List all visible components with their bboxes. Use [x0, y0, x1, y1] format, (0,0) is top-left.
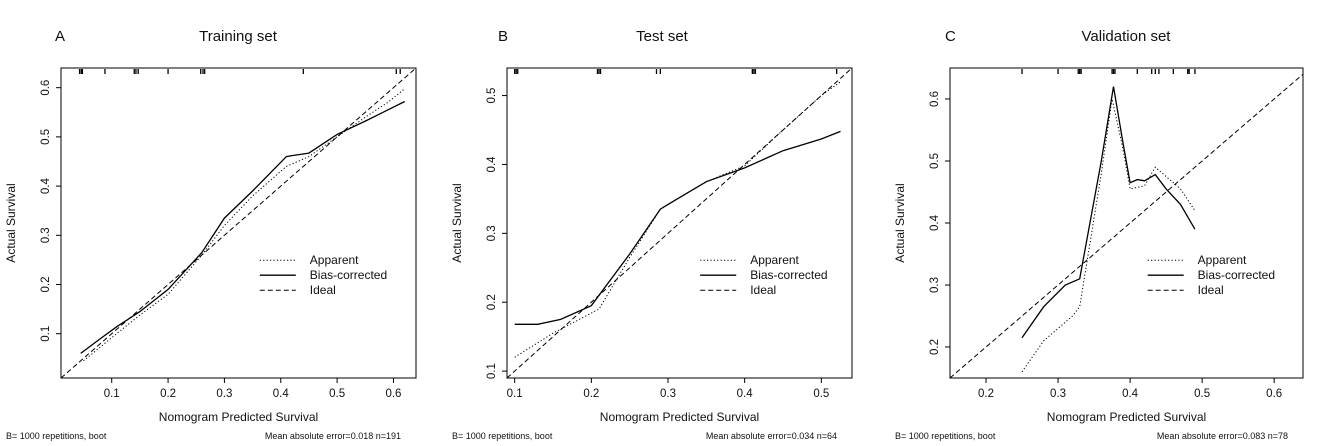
x-tick-label: 0.6: [1266, 388, 1282, 400]
x-tick-label: 0.4: [273, 388, 290, 400]
calibration-panel-c: C Validation set 0.2 0.3 0.4 0.5 0.6 0.2 0.3 0.4 0…: [893, 28, 1304, 441]
x-tick-label: 0.3: [660, 388, 676, 400]
legend-label: Bias-corrected: [750, 268, 827, 282]
y-tick-label: 0.3: [40, 227, 52, 243]
plot-frame: [506, 67, 853, 379]
y-tick-label: 0.3: [929, 277, 941, 293]
x-tick-label: 0.3: [216, 388, 232, 400]
x-tick-label: 0.1: [507, 388, 523, 400]
series-apparent-line: [83, 88, 406, 362]
x-tick-label: 0.4: [737, 388, 754, 400]
x-tick-label: 0.1: [104, 388, 120, 400]
footer-right: Mean absolute error=0.083 n=78: [1157, 431, 1288, 441]
footer-left: B= 1000 repetitions, boot: [895, 431, 996, 441]
y-tick-label: 0.5: [929, 153, 941, 169]
series-ideal-line: [506, 67, 853, 379]
calibration-panel-a: A Training set 0.1 0.2 0.3 0.4 0.5 0.6 0.1 0.2 0.3…: [4, 28, 417, 441]
legend-label: Apparent: [1198, 253, 1247, 267]
x-tick-label: 0.5: [1194, 388, 1210, 400]
calibration-panel-b: B Test set 0.1 0.2 0.3 0.4 0.5 0.1 0.2 0.3 0.4 0.5 N…: [450, 28, 853, 441]
y-tick-label: 0.4: [40, 178, 52, 195]
y-tick-label: 0.6: [929, 91, 941, 107]
y-axis-label: Actual Survival: [893, 183, 907, 262]
panel-label: B: [498, 28, 508, 45]
y-tick-label: 0.5: [486, 88, 498, 104]
series-apparent-line: [1021, 98, 1196, 373]
series-bias-corrected-line: [80, 100, 405, 354]
legend-label: Ideal: [750, 283, 776, 297]
y-tick-label: 0.2: [40, 277, 52, 293]
y-axis-label: Actual Survival: [450, 183, 464, 262]
chart-title: Training set: [199, 28, 278, 45]
plot-frame: [949, 67, 1304, 379]
y-tick-label: 0.2: [486, 294, 498, 310]
footer-right: Mean absolute error=0.018 n=191: [265, 431, 401, 441]
plot-frame: [60, 67, 417, 379]
x-axis-label: Nomogram Predicted Survival: [159, 410, 318, 424]
x-axis-label: Nomogram Predicted Survival: [600, 410, 759, 424]
x-tick-label: 0.2: [583, 388, 599, 400]
x-tick-label: 0.3: [1050, 388, 1066, 400]
y-axis-label: Actual Survival: [4, 183, 18, 262]
series-ideal-line: [949, 73, 1304, 379]
legend-label: Ideal: [310, 283, 336, 297]
y-tick-label: 0.1: [486, 363, 498, 379]
footer-left: B= 1000 repetitions, boot: [6, 431, 107, 441]
legend-label: Bias-corrected: [1198, 268, 1275, 282]
x-tick-label: 0.4: [1122, 388, 1139, 400]
x-tick-label: 0.5: [813, 388, 829, 400]
panel-label: C: [945, 28, 956, 45]
series-apparent-line: [514, 81, 841, 358]
y-tick-label: 0.4: [929, 214, 941, 231]
legend-label: Apparent: [310, 253, 359, 267]
y-tick-label: 0.4: [486, 156, 498, 173]
y-tick-label: 0.6: [40, 80, 52, 96]
chart-title: Validation set: [1082, 28, 1172, 45]
x-tick-label: 0.6: [385, 388, 401, 400]
footer-left: B= 1000 repetitions, boot: [452, 431, 553, 441]
panel-label: A: [55, 28, 65, 45]
y-tick-label: 0.2: [929, 339, 941, 355]
chart-title: Test set: [636, 28, 689, 45]
y-tick-label: 0.3: [486, 225, 498, 241]
series-bias-corrected-line: [1021, 86, 1196, 339]
y-tick-label: 0.1: [40, 326, 52, 342]
x-tick-label: 0.2: [160, 388, 176, 400]
series-ideal-line: [60, 67, 417, 379]
x-axis-label: Nomogram Predicted Survival: [1047, 410, 1206, 424]
legend-label: Apparent: [750, 253, 799, 267]
x-tick-label: 0.2: [978, 388, 994, 400]
x-tick-label: 0.5: [329, 388, 345, 400]
footer-right: Mean absolute error=0.034 n=64: [706, 431, 837, 441]
y-tick-label: 0.5: [40, 129, 52, 145]
legend-label: Bias-corrected: [310, 268, 387, 282]
series-bias-corrected-line: [514, 130, 841, 325]
legend-label: Ideal: [1198, 283, 1224, 297]
